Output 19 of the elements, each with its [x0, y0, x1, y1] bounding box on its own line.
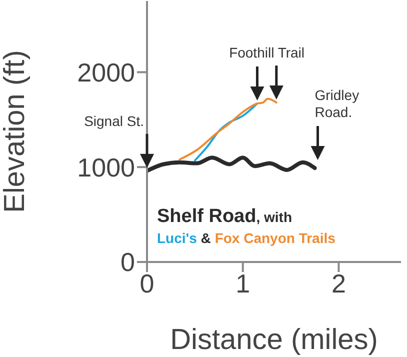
y-tick-label: 2000 — [77, 57, 135, 88]
line-series — [147, 156, 317, 173]
x-tick-label: 0 — [140, 268, 154, 298]
y-tick-label: 0 — [120, 247, 135, 278]
y-axis-title: Elevation (ft) — [0, 50, 31, 213]
x-tick-label: 2 — [331, 268, 346, 298]
x-axis-title: Distance (miles) — [170, 324, 378, 356]
text: Luci's — [157, 230, 198, 246]
text: Fox Canyon Trails — [214, 230, 336, 246]
series-label: Shelf Road — [157, 206, 256, 227]
line-series — [194, 102, 258, 162]
annotation: & — [196, 230, 215, 246]
annotation: , with — [256, 209, 292, 225]
text: Signal St. — [84, 112, 144, 129]
line-series — [178, 98, 278, 160]
annotation: Foothill Trail — [229, 44, 305, 61]
annotation: Gridley Road. — [314, 87, 360, 120]
y-tick-label: 1000 — [77, 152, 135, 182]
x-tick-label: 1 — [236, 268, 250, 298]
